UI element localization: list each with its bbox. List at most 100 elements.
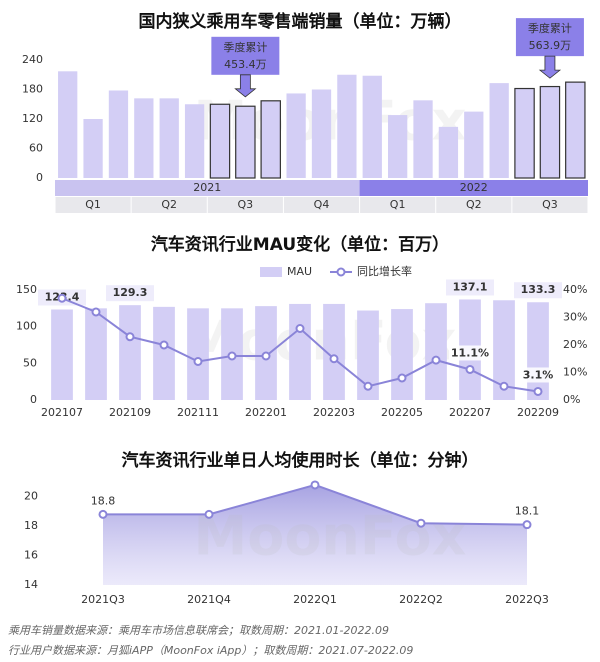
- annotation-arrow: [234, 74, 257, 98]
- value-label-bg: [446, 279, 494, 296]
- y2-tick-label: 0%: [563, 393, 580, 406]
- line-point: [98, 509, 108, 519]
- quarter-cell: [207, 197, 283, 213]
- x-tick-label: 2021Q3: [81, 593, 125, 606]
- quarter-cell: [436, 197, 512, 213]
- quarter-label: Q2: [466, 198, 482, 211]
- quarter-cell: [131, 197, 207, 213]
- y-tick-label: 100: [16, 320, 37, 333]
- bar: [119, 305, 141, 400]
- bar: [83, 119, 103, 178]
- line-point: [397, 373, 407, 383]
- bar: [260, 100, 281, 179]
- y-tick-label: 18: [24, 519, 38, 532]
- y-tick-label: 240: [22, 53, 43, 66]
- annotation-value: 563.9万: [529, 39, 572, 52]
- footnote: 行业用户数据来源：月狐iAPP（MoonFox iApp）；取数周期：2021.…: [8, 644, 413, 657]
- watermark: MoonFox: [193, 505, 466, 568]
- line-point: [91, 307, 101, 317]
- y2-tick-label: 10%: [563, 366, 587, 379]
- bar: [286, 93, 306, 178]
- x-tick-label: 2022Q2: [399, 593, 443, 606]
- bar: [493, 300, 515, 400]
- x-tick-label: 202109: [109, 406, 151, 419]
- y2-tick-label: 40%: [563, 283, 587, 296]
- bar: [51, 309, 73, 400]
- x-tick-label: 202107: [41, 406, 83, 419]
- bar: [362, 75, 382, 178]
- value-label: 137.1: [453, 280, 488, 293]
- bar: [187, 308, 209, 400]
- bar: [108, 90, 129, 178]
- x-tick-label: 202201: [245, 406, 287, 419]
- y2-tick-label: 20%: [563, 338, 587, 351]
- bar: [134, 98, 154, 178]
- x-tick-label: 202203: [313, 406, 355, 419]
- bar: [527, 302, 549, 400]
- line-point: [416, 518, 426, 528]
- annotation-title: 季度累计: [223, 40, 267, 54]
- bar: [464, 111, 484, 178]
- quarter-label: Q3: [238, 198, 254, 211]
- line-point: [295, 324, 305, 333]
- footnote: 乘用车销量数据来源：乘用车市场信息联席会；取数周期：2021.01-2022.0…: [8, 624, 389, 637]
- line-point: [227, 351, 237, 361]
- bar: [209, 103, 231, 179]
- bar: [58, 71, 78, 178]
- quarter-label: Q2: [161, 198, 177, 211]
- line-point: [159, 340, 169, 350]
- year-band: [359, 180, 588, 196]
- y-tick-label: 180: [22, 83, 43, 96]
- x-tick-label: 2022Q1: [293, 593, 337, 606]
- legend-label: 同比增长率: [357, 264, 412, 278]
- value-label: 133.3: [521, 283, 556, 296]
- legend-swatch: [260, 267, 282, 277]
- y-tick-label: 14: [24, 578, 38, 591]
- y-tick-label: 60: [29, 142, 43, 155]
- value-label: 11.1%: [451, 346, 489, 359]
- y-tick-label: 150: [16, 283, 37, 296]
- y-tick-label: 120: [22, 112, 43, 125]
- quarter-label: Q4: [314, 198, 330, 211]
- line-point: [363, 381, 373, 391]
- annotation-title: 季度累计: [528, 21, 572, 35]
- line-point: [499, 381, 509, 391]
- y-tick-label: 20: [24, 490, 38, 503]
- area: [103, 484, 527, 585]
- bar: [413, 100, 433, 178]
- line-point: [431, 355, 441, 365]
- quarter-cell: [512, 197, 588, 213]
- year-label: 2022: [460, 181, 488, 194]
- quarter-label: Q3: [542, 198, 558, 211]
- bar: [153, 306, 175, 400]
- bar: [311, 89, 332, 178]
- bar: [159, 98, 179, 178]
- y-tick-label: 50: [23, 356, 37, 369]
- y-tick-label: 0: [36, 171, 43, 184]
- bar: [357, 310, 379, 400]
- bar: [289, 303, 311, 400]
- value-label: 18.8: [91, 494, 116, 507]
- line-point: [193, 357, 203, 366]
- year-band: [55, 180, 360, 196]
- y-tick-label: 16: [24, 549, 38, 562]
- value-label: 3.1%: [523, 368, 554, 381]
- x-tick-label: 202111: [177, 406, 219, 419]
- bar: [387, 115, 408, 178]
- quarter-label: Q1: [390, 198, 406, 211]
- value-label: 18.1: [515, 505, 540, 518]
- bar: [323, 303, 345, 400]
- year-label: 2021: [193, 181, 221, 194]
- y-tick-label: 0: [30, 393, 37, 406]
- annotation-box: [211, 36, 280, 75]
- chart-title: 国内狭义乘用车零售端销量（单位：万辆）: [139, 11, 462, 32]
- value-label: 129.3: [113, 286, 148, 299]
- line-point: [261, 351, 271, 361]
- annotation-value: 453.4万: [224, 58, 267, 71]
- line-point: [57, 293, 67, 303]
- bar: [425, 303, 447, 400]
- bar: [337, 74, 357, 178]
- line-point: [522, 520, 532, 530]
- value-label-bg: [449, 345, 491, 361]
